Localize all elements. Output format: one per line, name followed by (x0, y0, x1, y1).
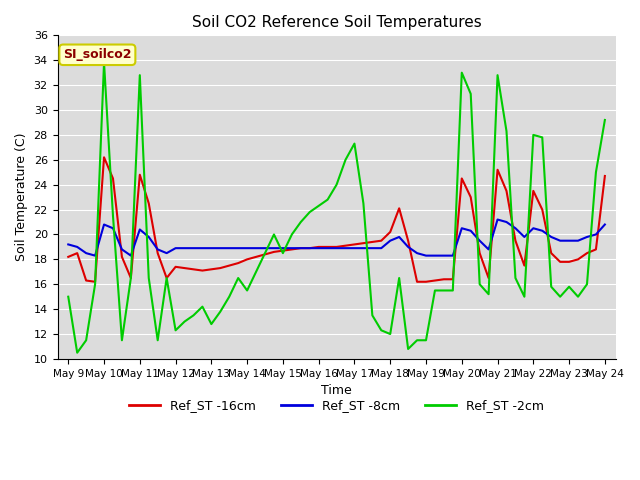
Line: Ref_ST -16cm: Ref_ST -16cm (68, 157, 605, 282)
Ref_ST -2cm (100, 60, 108, 66)
Ref_ST -16cm (369, 239, 376, 245)
Ref_ST -16cm (189, 266, 197, 272)
Ref_ST -16cm (100, 155, 108, 160)
Ref_ST -2cm (270, 231, 278, 237)
Ref_ST -2cm (547, 284, 555, 289)
Ref_ST -2cm (74, 350, 81, 356)
Line: Ref_ST -8cm: Ref_ST -8cm (68, 219, 605, 256)
Y-axis label: Soil Temperature (C): Soil Temperature (C) (15, 133, 28, 262)
Ref_ST -16cm (404, 238, 412, 243)
Ref_ST -8cm (180, 245, 188, 251)
Text: SI_soilco2: SI_soilco2 (63, 48, 132, 61)
Ref_ST -16cm (65, 254, 72, 260)
Ref_ST -8cm (198, 245, 206, 251)
Ref_ST -2cm (65, 294, 72, 300)
Ref_ST -8cm (601, 222, 609, 228)
Ref_ST -2cm (404, 346, 412, 352)
Ref_ST -16cm (207, 266, 215, 272)
Ref_ST -8cm (493, 216, 501, 222)
Ref_ST -16cm (92, 279, 99, 285)
Ref_ST -2cm (601, 117, 609, 123)
Ref_ST -16cm (547, 250, 555, 256)
X-axis label: Time: Time (321, 384, 352, 397)
Title: Soil CO2 Reference Soil Temperatures: Soil CO2 Reference Soil Temperatures (192, 15, 481, 30)
Ref_ST -8cm (65, 241, 72, 247)
Ref_ST -8cm (261, 245, 269, 251)
Ref_ST -8cm (396, 234, 403, 240)
Line: Ref_ST -2cm: Ref_ST -2cm (68, 63, 605, 353)
Ref_ST -8cm (360, 245, 367, 251)
Ref_ST -2cm (207, 321, 215, 327)
Ref_ST -16cm (270, 249, 278, 255)
Ref_ST -2cm (369, 312, 376, 318)
Ref_ST -8cm (92, 253, 99, 259)
Ref_ST -2cm (189, 312, 197, 318)
Ref_ST -8cm (547, 234, 555, 240)
Ref_ST -16cm (601, 173, 609, 179)
Legend: Ref_ST -16cm, Ref_ST -8cm, Ref_ST -2cm: Ref_ST -16cm, Ref_ST -8cm, Ref_ST -2cm (124, 395, 549, 418)
